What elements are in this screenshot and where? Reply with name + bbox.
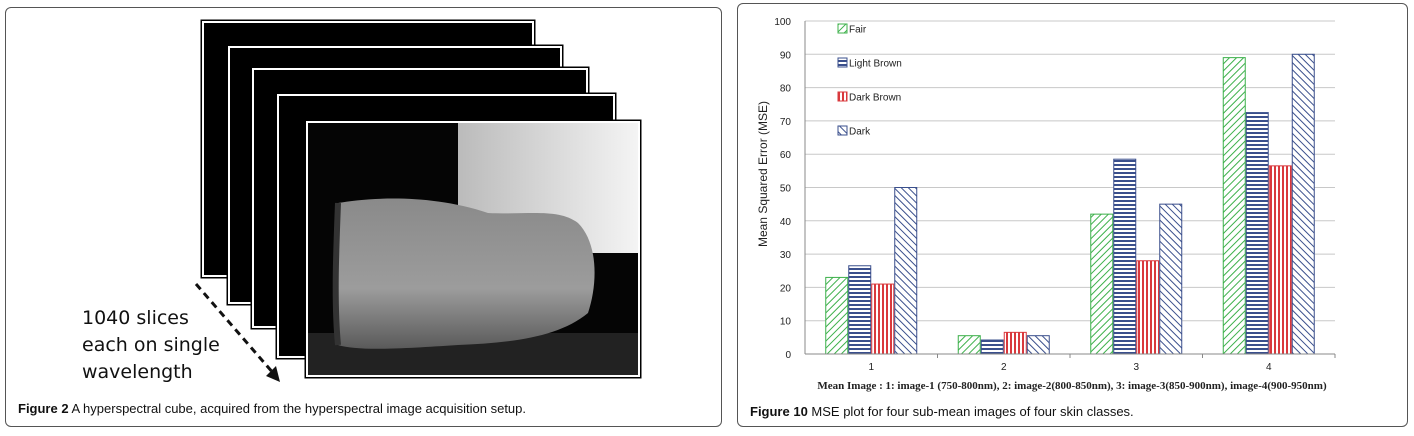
arm-image xyxy=(308,123,638,375)
bar-fair xyxy=(1090,213,1114,355)
y-tick-label: 30 xyxy=(780,250,792,261)
figure-10-caption: Figure 10 MSE plot for four sub-mean ima… xyxy=(750,404,1134,419)
bar-dark-brown xyxy=(1136,260,1160,355)
caption-text: MSE plot for four sub-mean images of fou… xyxy=(811,404,1134,419)
y-tick-label: 40 xyxy=(780,217,792,228)
legend-label: Light Brown xyxy=(849,59,902,70)
bar-dark xyxy=(1291,53,1315,355)
cube-slice-front xyxy=(306,121,640,377)
legend-label: Dark Brown xyxy=(849,93,901,104)
x-tick-label: 1 xyxy=(868,362,874,373)
bar-fair xyxy=(825,276,849,355)
figure-10-panel: 0 10 20 30 40 50 60 70 80 90 100 1 2 3 4 Fair Light Bro… xyxy=(737,3,1408,427)
figure-2-panel: 1040 slices each on single wavelength Fi… xyxy=(5,7,722,427)
x-tick-label: 2 xyxy=(1001,362,1007,373)
y-tick-label: 70 xyxy=(780,117,792,128)
annotation-line: wavelength xyxy=(82,361,193,383)
bar-dark xyxy=(1159,203,1183,355)
x-axis-label: Mean Image : 1: image-1 (750-800nm), 2: … xyxy=(817,380,1327,392)
annotation-line: each on single xyxy=(82,334,220,356)
legend-label: Dark xyxy=(849,127,871,138)
caption-label: Figure 2 xyxy=(18,401,69,416)
legend-swatch xyxy=(837,23,848,34)
bar-dark-brown xyxy=(1268,165,1292,355)
x-tick-label: 3 xyxy=(1133,362,1139,373)
bar-light-brown xyxy=(1245,112,1269,355)
bar-dark-brown xyxy=(871,283,895,355)
y-axis-label: Mean Squared Error (MSE) xyxy=(756,101,770,247)
slices-arrow xyxy=(194,283,280,382)
legend-swatch xyxy=(837,91,848,102)
legend-swatch xyxy=(837,57,848,68)
bar-fair xyxy=(957,335,981,355)
y-tick-label: 100 xyxy=(774,17,791,28)
bar-dark-brown xyxy=(1003,331,1027,355)
x-tick-label: 4 xyxy=(1266,362,1272,373)
bar-fair xyxy=(1222,57,1246,355)
legend: Fair Light Brown Dark Brown Dark xyxy=(837,23,902,138)
bars xyxy=(825,53,1315,355)
bar-light-brown xyxy=(848,265,872,355)
legend-label: Fair xyxy=(849,25,867,36)
y-tick-label: 80 xyxy=(780,84,792,95)
slices-annotation: 1040 slices each on single wavelength xyxy=(82,305,220,386)
mse-bar-chart: 0 10 20 30 40 50 60 70 80 90 100 1 2 3 4 Fair Light Bro… xyxy=(756,17,1336,392)
y-tick-label: 20 xyxy=(780,283,792,294)
caption-label: Figure 10 xyxy=(750,404,808,419)
bar-light-brown xyxy=(980,339,1004,355)
y-tick-label: 0 xyxy=(785,350,791,361)
axes: 0 10 20 30 40 50 60 70 80 90 100 1 2 3 4 xyxy=(774,17,1336,373)
bar-dark xyxy=(1026,335,1050,355)
bar-dark xyxy=(894,187,918,355)
y-tick-label: 50 xyxy=(780,184,792,195)
annotation-line: 1040 slices xyxy=(82,307,189,329)
y-tick-label: 60 xyxy=(780,150,792,161)
legend-swatch xyxy=(837,125,848,136)
y-tick-label: 10 xyxy=(780,317,792,328)
y-tick-label: 90 xyxy=(780,50,792,61)
caption-text: A hyperspectral cube, acquired from the … xyxy=(71,401,527,416)
figure-2-caption: Figure 2 A hyperspectral cube, acquired … xyxy=(18,401,526,416)
bar-light-brown xyxy=(1113,158,1137,355)
